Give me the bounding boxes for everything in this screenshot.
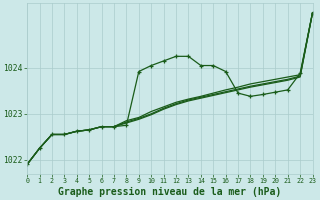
X-axis label: Graphe pression niveau de la mer (hPa): Graphe pression niveau de la mer (hPa) bbox=[58, 186, 282, 197]
